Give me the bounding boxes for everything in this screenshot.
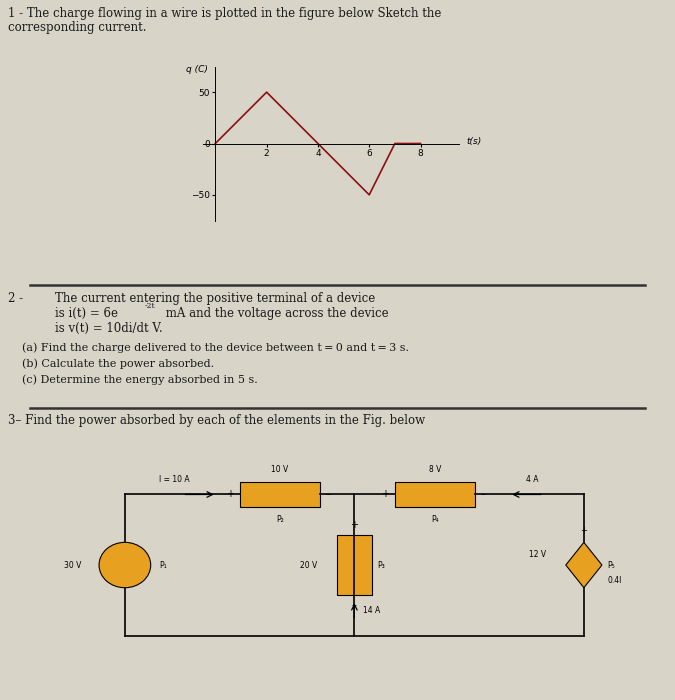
Text: (c) Determine the energy absorbed in 5 s.: (c) Determine the energy absorbed in 5 s… — [22, 374, 258, 384]
Text: (b) Calculate the power absorbed.: (b) Calculate the power absorbed. — [22, 358, 214, 369]
Text: (a) Find the charge delivered to the device between t = 0 and t = 3 s.: (a) Find the charge delivered to the dev… — [22, 342, 409, 353]
Text: is i(t) = 6e: is i(t) = 6e — [55, 307, 118, 320]
Text: –: – — [352, 601, 357, 610]
Text: P₃: P₃ — [377, 561, 385, 570]
Text: 0.4I: 0.4I — [608, 575, 622, 584]
Text: 8 V: 8 V — [429, 466, 441, 475]
FancyBboxPatch shape — [394, 482, 475, 507]
Text: 20 V: 20 V — [300, 561, 317, 570]
Text: q (C): q (C) — [186, 64, 208, 74]
Text: +: + — [226, 489, 234, 500]
Text: mA and the voltage across the device: mA and the voltage across the device — [162, 307, 389, 320]
Text: +: + — [580, 526, 587, 535]
Polygon shape — [566, 542, 602, 588]
Text: +: + — [381, 489, 389, 500]
FancyBboxPatch shape — [337, 535, 371, 595]
Text: 10 V: 10 V — [271, 466, 288, 475]
Text: corresponding current.: corresponding current. — [8, 21, 146, 34]
Text: P₁: P₁ — [159, 561, 167, 570]
Text: –: – — [481, 489, 485, 500]
Text: –: – — [325, 489, 331, 500]
Text: P₄: P₄ — [431, 514, 439, 524]
Circle shape — [99, 542, 151, 588]
Text: 2 -: 2 - — [8, 292, 23, 305]
Text: 1 - The charge flowing in a wire is plotted in the figure below Sketch the: 1 - The charge flowing in a wire is plot… — [8, 7, 441, 20]
Text: I = 10 A: I = 10 A — [159, 475, 190, 484]
Text: P₂: P₂ — [276, 514, 284, 524]
Text: 3– Find the power absorbed by each of the elements in the Fig. below: 3– Find the power absorbed by each of th… — [8, 414, 425, 427]
Text: 30 V: 30 V — [65, 561, 82, 570]
Text: The current entering the positive terminal of a device: The current entering the positive termin… — [55, 292, 375, 305]
Text: 14 A: 14 A — [363, 606, 380, 615]
Text: is v(t) = 10di/dt V.: is v(t) = 10di/dt V. — [55, 322, 163, 335]
FancyBboxPatch shape — [240, 482, 320, 507]
Text: 12 V: 12 V — [529, 550, 547, 559]
Text: -2t: -2t — [145, 302, 156, 310]
Text: 4 A: 4 A — [526, 475, 539, 484]
Text: +: + — [350, 520, 358, 530]
Text: P₅: P₅ — [608, 561, 616, 570]
Text: t(s): t(s) — [466, 137, 482, 146]
